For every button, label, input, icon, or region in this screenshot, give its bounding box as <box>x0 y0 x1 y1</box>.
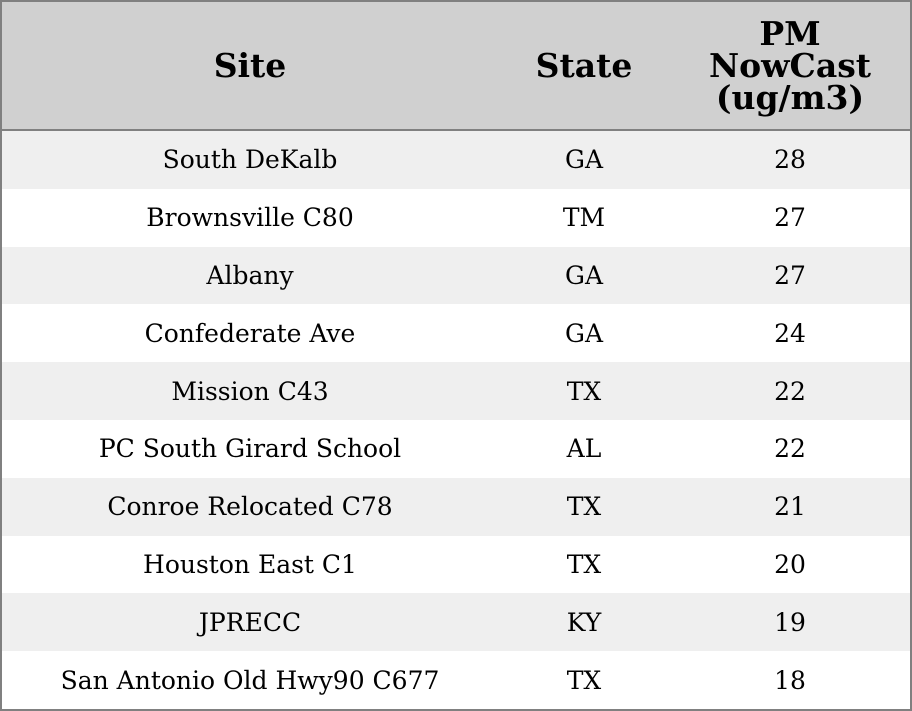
cell-site: Confederate Ave <box>144 318 356 348</box>
cell-site: Brownsville C80 <box>146 203 354 233</box>
cell-state: TX <box>566 549 602 579</box>
table-body: South DeKalb GA 28 Brownsville C80 TM 27 Alban… <box>2 131 910 709</box>
column-header-pm-line-2: NowCast <box>708 45 872 85</box>
table-row: Albany GA 27 <box>2 246 910 305</box>
cell-state: GA <box>564 318 604 348</box>
cell-site: South DeKalb <box>162 145 338 175</box>
table-header-row: Site State PM NowCast (ug/m3) <box>2 2 910 131</box>
cell-state: GA <box>564 260 604 290</box>
cell-pm-nowcast: 20 <box>774 549 806 579</box>
cell-state: AL <box>566 434 602 464</box>
cell-pm-nowcast: 24 <box>774 318 806 348</box>
cell-pm-nowcast: 22 <box>774 434 806 464</box>
cell-pm-nowcast: 22 <box>774 376 806 406</box>
table-row: Mission C43 TX 22 <box>2 362 910 420</box>
cell-site: San Antonio Old Hwy90 C677 <box>60 665 440 695</box>
cell-pm-nowcast: 28 <box>774 145 806 175</box>
table-row: South DeKalb GA 28 <box>2 131 910 189</box>
cell-site: PC South Girard School <box>98 434 402 464</box>
column-header-pm-line-1: PM <box>759 13 821 53</box>
table-row: JPRECC KY 19 <box>2 593 910 652</box>
cell-pm-nowcast: 19 <box>774 607 806 637</box>
table-row: San Antonio Old Hwy90 C677 TX 18 <box>2 651 910 709</box>
table-row: Brownsville C80 TM 27 <box>2 188 910 247</box>
column-header-pm-line-3: (ug/m3) <box>715 77 865 117</box>
cell-pm-nowcast: 21 <box>774 492 806 522</box>
cell-state: TM <box>562 203 606 233</box>
cell-site: JPRECC <box>198 607 302 637</box>
cell-pm-nowcast: 18 <box>774 665 806 695</box>
column-header-state: State <box>498 2 670 129</box>
cell-pm-nowcast: 27 <box>774 260 806 290</box>
column-header-site-text: Site <box>213 45 287 85</box>
column-header-pm-nowcast: PM NowCast (ug/m3) <box>670 2 910 129</box>
table-row: Conroe Relocated C78 TX 21 <box>2 477 910 536</box>
cell-pm-nowcast: 27 <box>774 203 806 233</box>
cell-site: Conroe Relocated C78 <box>107 492 393 522</box>
table-row: Confederate Ave GA 24 <box>2 304 910 363</box>
table-row: Houston East C1 TX 20 <box>2 535 910 594</box>
column-header-state-text: State <box>535 45 633 85</box>
cell-state: KY <box>566 607 602 637</box>
column-header-site: Site <box>2 2 498 129</box>
cell-site: Mission C43 <box>171 376 329 406</box>
cell-site: Houston East C1 <box>143 549 357 579</box>
cell-state: GA <box>564 145 604 175</box>
cell-state: TX <box>566 376 602 406</box>
cell-state: TX <box>566 492 602 522</box>
cell-state: TX <box>566 665 602 695</box>
cell-site: Albany <box>206 260 294 290</box>
table-row: PC South Girard School AL 22 <box>2 419 910 478</box>
